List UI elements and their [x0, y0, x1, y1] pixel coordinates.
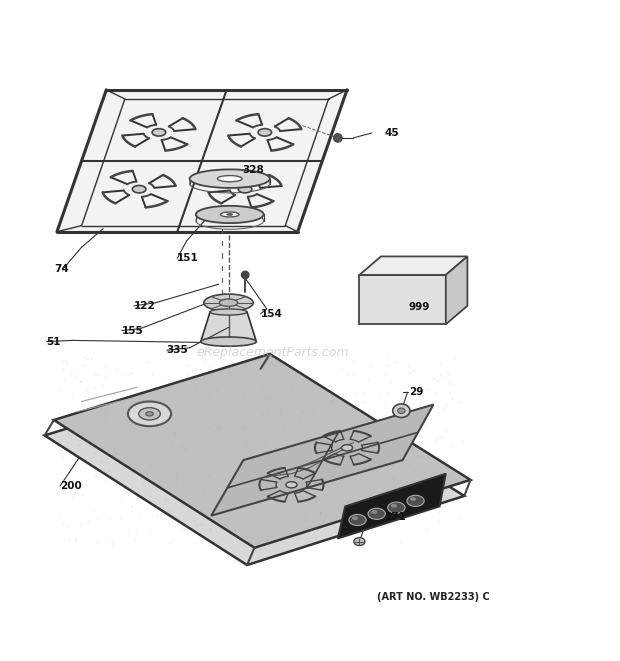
Polygon shape — [45, 369, 464, 565]
Text: 335: 335 — [167, 345, 188, 355]
Text: 328: 328 — [242, 165, 264, 175]
Text: 151: 151 — [177, 253, 199, 263]
Ellipse shape — [354, 537, 365, 545]
Text: 155: 155 — [122, 325, 143, 336]
Ellipse shape — [392, 404, 410, 418]
Text: 29: 29 — [409, 387, 423, 397]
Ellipse shape — [349, 514, 366, 525]
Text: (ART NO. WB2233) C: (ART NO. WB2233) C — [377, 592, 490, 602]
Ellipse shape — [128, 401, 171, 426]
Ellipse shape — [204, 294, 253, 311]
Ellipse shape — [368, 508, 385, 520]
Text: 154: 154 — [260, 309, 283, 319]
Ellipse shape — [196, 206, 264, 223]
Ellipse shape — [201, 337, 256, 346]
Ellipse shape — [190, 169, 270, 188]
Polygon shape — [57, 90, 347, 232]
Text: 200: 200 — [60, 481, 82, 491]
Ellipse shape — [407, 495, 424, 506]
Polygon shape — [360, 275, 446, 325]
Polygon shape — [360, 256, 467, 275]
Text: 371: 371 — [384, 512, 406, 522]
Polygon shape — [446, 256, 467, 325]
Ellipse shape — [388, 502, 405, 513]
Ellipse shape — [286, 482, 297, 488]
Ellipse shape — [371, 510, 378, 514]
Text: 51: 51 — [46, 336, 61, 346]
Polygon shape — [54, 354, 471, 548]
Ellipse shape — [219, 299, 238, 307]
Ellipse shape — [146, 412, 153, 416]
Ellipse shape — [397, 408, 405, 414]
Ellipse shape — [352, 516, 358, 520]
Text: 999: 999 — [409, 302, 430, 312]
Polygon shape — [338, 474, 446, 539]
Ellipse shape — [132, 186, 146, 193]
Text: 45: 45 — [384, 128, 399, 138]
Ellipse shape — [139, 408, 161, 420]
Ellipse shape — [342, 445, 353, 451]
Text: eReplacementParts.com: eReplacementParts.com — [197, 346, 349, 359]
Ellipse shape — [227, 214, 233, 215]
Text: 122: 122 — [134, 301, 156, 311]
Ellipse shape — [152, 129, 166, 136]
Text: 74: 74 — [54, 264, 69, 274]
Ellipse shape — [410, 497, 416, 501]
Ellipse shape — [391, 504, 397, 508]
Ellipse shape — [218, 176, 242, 182]
Circle shape — [241, 271, 249, 279]
Polygon shape — [211, 405, 433, 516]
Circle shape — [334, 134, 342, 142]
Ellipse shape — [221, 212, 239, 217]
Ellipse shape — [210, 309, 247, 315]
Ellipse shape — [258, 129, 272, 136]
Ellipse shape — [238, 186, 252, 193]
